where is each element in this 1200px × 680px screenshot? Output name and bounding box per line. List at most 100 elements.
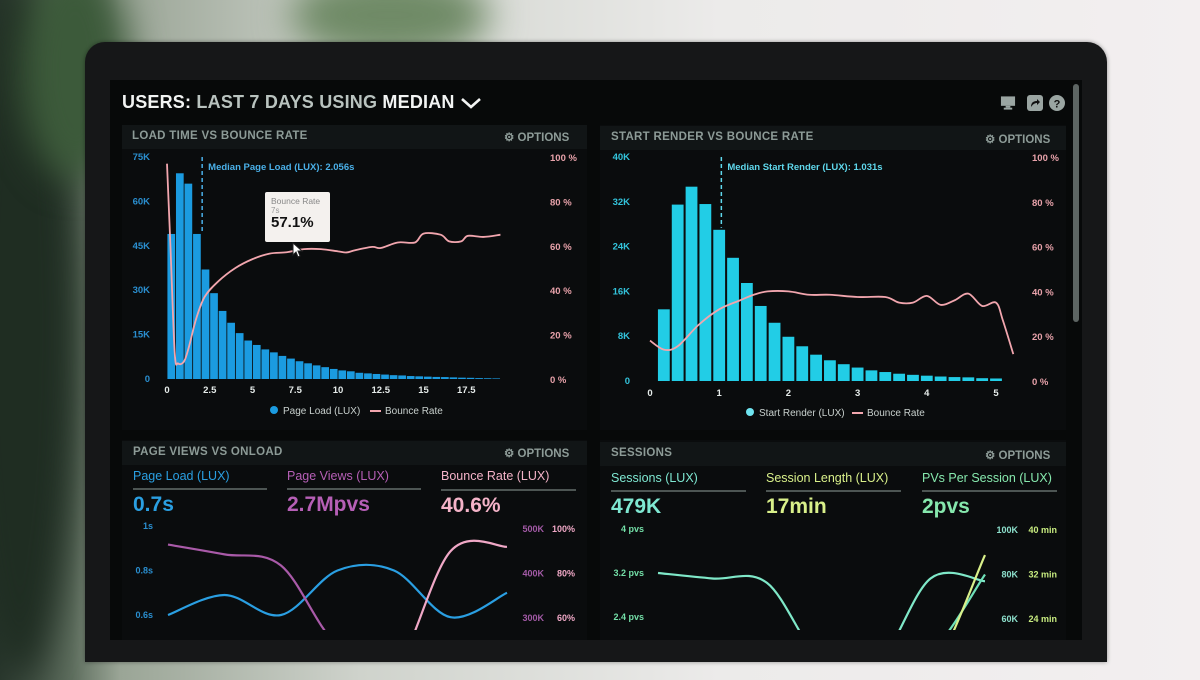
histogram-bar xyxy=(295,361,304,379)
y3-tick-label: 32 min xyxy=(1028,570,1057,580)
legend-page-load[interactable]: Page Load (LUX) xyxy=(270,406,360,417)
histogram-bar xyxy=(278,355,287,379)
histogram-bar xyxy=(671,204,684,381)
histogram-bar xyxy=(879,372,892,381)
options-label: OPTIONS xyxy=(517,448,570,460)
histogram-bar xyxy=(261,349,270,379)
series-line xyxy=(952,554,987,630)
histogram-bar xyxy=(321,367,330,379)
kpi-label-page-load: Page Load (LUX) xyxy=(133,469,230,483)
x-tick-label: 3 xyxy=(855,388,860,399)
gear-icon: ⚙ xyxy=(985,450,999,462)
y-tick-label: 30K xyxy=(133,285,151,296)
histogram-bar xyxy=(201,269,210,379)
share-icon[interactable] xyxy=(1027,95,1043,111)
y-tick-label: 24K xyxy=(613,242,631,253)
legend-start-render[interactable]: Start Render (LUX) xyxy=(746,408,845,419)
histogram-bar xyxy=(934,376,947,381)
panel-title: PAGE VIEWS VS ONLOAD xyxy=(133,446,283,458)
x-tick-label: 15 xyxy=(418,385,429,396)
y2-tick-label: 100 % xyxy=(550,153,577,164)
y2-tick-label: 400K xyxy=(522,569,544,579)
histogram-bar xyxy=(962,377,975,381)
kpi-value-page-views: 2.7Mpvs xyxy=(287,493,370,516)
x-tick-label: 2.5 xyxy=(203,385,217,396)
series-line xyxy=(657,571,986,630)
series-line xyxy=(167,543,326,630)
legend-bounce-rate[interactable]: Bounce Rate xyxy=(370,406,443,417)
y2-tick-label: 40 % xyxy=(1032,287,1054,298)
options-label: OPTIONS xyxy=(998,450,1051,462)
y2-tick-label: 100 % xyxy=(1032,153,1059,164)
kpi-value-bounce-rate: 40.6% xyxy=(441,494,501,517)
y3-tick-label: 80% xyxy=(557,569,575,579)
options-button[interactable]: ⚙ OPTIONS xyxy=(985,132,1050,146)
legend-bounce-rate[interactable]: Bounce Rate xyxy=(852,408,925,419)
x-tick-label: 10 xyxy=(333,385,344,396)
help-icon[interactable]: ? xyxy=(1049,95,1065,111)
histogram-bar xyxy=(287,358,295,379)
y2-tick-label: 100K xyxy=(996,525,1018,535)
kpi-divider xyxy=(922,490,1057,492)
histogram-bar xyxy=(851,367,864,381)
histogram-bar xyxy=(312,365,321,379)
tooltip-subtitle: 7s xyxy=(271,206,280,215)
gear-icon: ⚙ xyxy=(504,448,518,460)
panel-header xyxy=(600,442,1066,466)
y3-tick-label: 24 min xyxy=(1028,614,1057,624)
panel-title: START RENDER VS BOUNCE RATE xyxy=(611,131,814,143)
series-line xyxy=(414,539,508,630)
histogram-bar xyxy=(483,378,492,379)
histogram-bar xyxy=(907,374,919,381)
histogram-bar xyxy=(270,352,278,379)
legend-line-icon xyxy=(370,410,381,413)
histogram-bar xyxy=(713,229,726,381)
y-tick-label: 2.4 pvs xyxy=(613,612,644,622)
y3-tick-label: 60% xyxy=(557,613,575,623)
kpi-label-page-views: Page Views (LUX) xyxy=(287,469,389,483)
cursor-icon xyxy=(292,242,304,258)
panel-title: LOAD TIME VS BOUNCE RATE xyxy=(132,130,308,142)
options-button[interactable]: ⚙ OPTIONS xyxy=(985,448,1050,462)
tooltip: Bounce Rate 7s 57.1% xyxy=(265,192,330,242)
x-tick-label: 12.5 xyxy=(372,385,391,396)
panel-header xyxy=(122,441,587,465)
histogram-bar xyxy=(398,375,406,379)
y-tick-label: 3.2 pvs xyxy=(613,568,644,578)
scrollbar[interactable] xyxy=(1073,84,1079,322)
histogram-bar xyxy=(355,372,364,379)
y2-tick-label: 500K xyxy=(522,524,544,534)
histogram-bar xyxy=(423,376,432,379)
histogram-bar xyxy=(837,364,850,381)
histogram-bar xyxy=(475,378,483,379)
kpi-divider xyxy=(287,488,421,490)
options-button[interactable]: ⚙ OPTIONS xyxy=(504,446,569,460)
y2-tick-label: 80K xyxy=(1001,570,1018,580)
y2-tick-label: 80 % xyxy=(550,197,572,208)
chevron-down-icon[interactable] xyxy=(460,96,482,110)
y-tick-label: 32K xyxy=(613,197,631,208)
y2-tick-label: 300K xyxy=(522,613,544,623)
kpi-label-sessions: Sessions (LUX) xyxy=(611,471,698,485)
histogram-bar xyxy=(657,309,670,381)
median-label: Median Start Render (LUX): 1.031s xyxy=(727,162,882,173)
histogram-bar xyxy=(466,377,475,379)
histogram-bar xyxy=(304,363,312,379)
y2-tick-label: 20 % xyxy=(1032,332,1054,343)
y-tick-label: 45K xyxy=(133,241,151,252)
options-button[interactable]: ⚙ OPTIONS xyxy=(504,130,569,144)
y-tick-label: 8K xyxy=(618,331,630,342)
kpi-divider xyxy=(441,489,576,491)
histogram-bar xyxy=(193,233,201,379)
histogram-bar xyxy=(338,370,347,379)
y-tick-label: 60K xyxy=(133,196,151,207)
x-tick-label: 0 xyxy=(164,385,169,396)
y2-tick-label: 0 % xyxy=(1032,377,1049,388)
options-label: OPTIONS xyxy=(517,132,570,144)
monitor-icon[interactable] xyxy=(1000,95,1016,111)
legend-dot-icon xyxy=(270,406,278,414)
y-tick-label: 0 xyxy=(145,374,150,385)
kpi-label-pvs-per-session: PVs Per Session (LUX) xyxy=(922,471,1052,485)
y-tick-label: 0.8s xyxy=(135,566,153,576)
dashboard-title[interactable]: USERS: LAST 7 DAYS USING MEDIAN xyxy=(122,92,482,113)
